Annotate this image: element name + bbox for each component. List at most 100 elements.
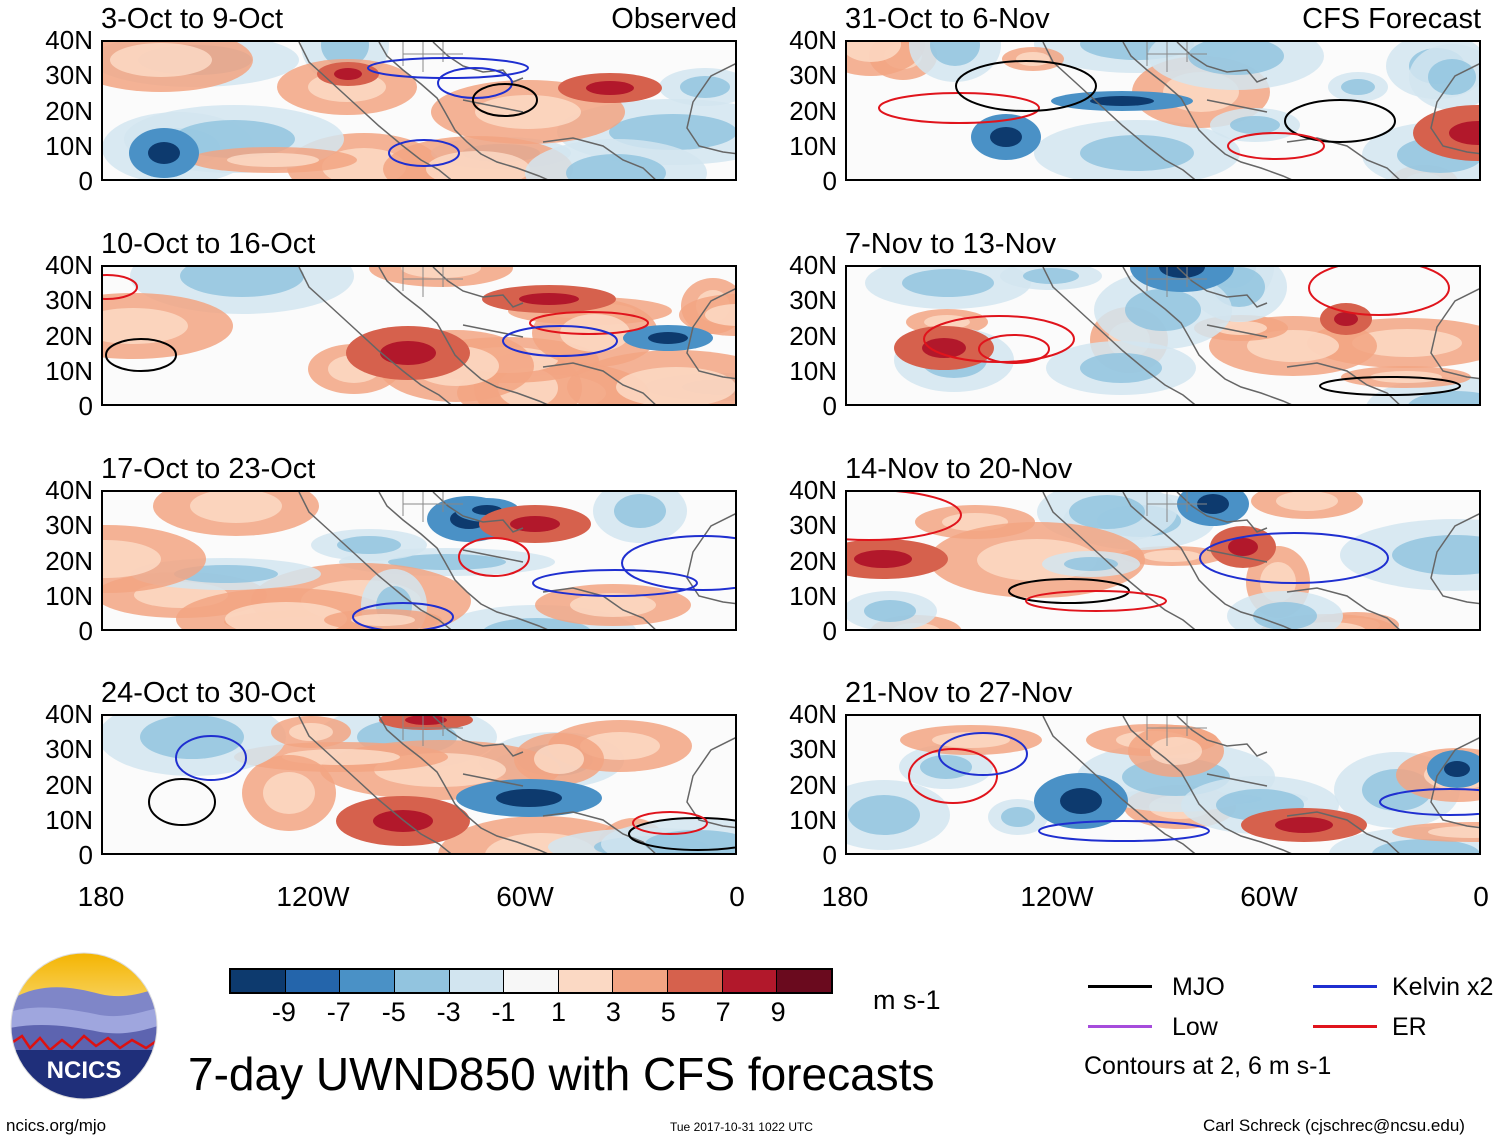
colorbar-tick-label: 7 (715, 997, 731, 1027)
colorbar-tick-label: -5 (381, 997, 406, 1027)
map-panel (845, 40, 1481, 181)
lat-label: 20N (789, 95, 837, 126)
panel-title: 3-Oct to 9-Oct (101, 3, 284, 35)
lon-label: 60W (496, 881, 554, 912)
legend-low-label: Low (1172, 1013, 1218, 1041)
main-title: 7-day UWND850 with CFS forecasts (188, 1048, 935, 1100)
panel-title: 7-Nov to 13-Nov (845, 228, 1057, 260)
colorbar-tick-label: 5 (660, 997, 676, 1027)
lat-label: 0 (822, 616, 837, 646)
colorbar (229, 968, 833, 994)
lat-label: 0 (822, 840, 837, 870)
legend-low-line (1088, 1025, 1152, 1028)
ncics-logo: NCICS (10, 952, 158, 1100)
lat-label: 40N (789, 475, 837, 505)
map-panel (101, 265, 737, 406)
lon-label: 0 (729, 881, 745, 912)
lat-label: 20N (45, 320, 93, 351)
colorbar-tick-label: -7 (326, 997, 351, 1027)
lat-label: 40N (789, 250, 837, 280)
lat-label: 10N (45, 804, 93, 835)
lon-label: 180 (821, 881, 869, 912)
lat-label: 40N (45, 25, 93, 55)
legend-contours-note: Contours at 2, 6 m s-1 (1084, 1052, 1332, 1080)
colorbar-tick-label: 1 (550, 997, 566, 1027)
lat-label: 10N (45, 580, 93, 611)
lon-label: 0 (1473, 881, 1489, 912)
map-panel (845, 265, 1481, 406)
lat-label: 20N (45, 769, 93, 800)
panel-title: 31-Oct to 6-Nov (845, 3, 1050, 35)
lat-label: 30N (45, 60, 93, 91)
colorbar-tick-label: -3 (436, 997, 461, 1027)
legend-kelvin-label: Kelvin x2 (1392, 973, 1494, 1001)
panel-title: 21-Nov to 27-Nov (845, 677, 1073, 709)
panel-title: 14-Nov to 20-Nov (845, 453, 1073, 485)
lat-label: 20N (789, 545, 837, 576)
panel-title: 17-Oct to 23-Oct (101, 453, 316, 485)
lat-label: 0 (78, 616, 93, 646)
colorbar-tick-label: 9 (770, 997, 786, 1027)
lat-label: 10N (789, 580, 837, 611)
map-panel (845, 490, 1481, 631)
lat-label: 20N (789, 320, 837, 351)
panel-corner-label: Observed (611, 3, 737, 35)
lat-label: 30N (45, 510, 93, 541)
panel-title: 10-Oct to 16-Oct (101, 228, 316, 260)
footer-link[interactable]: ncics.org/mjo (6, 1116, 107, 1135)
lat-label: 30N (45, 734, 93, 765)
lat-label: 0 (78, 166, 93, 196)
lat-label: 20N (45, 95, 93, 126)
lat-label: 10N (789, 804, 837, 835)
colorbar-tick-label: 3 (605, 997, 621, 1027)
colorbar-tick-label: -9 (271, 997, 296, 1027)
panel-title: 24-Oct to 30-Oct (101, 677, 316, 709)
legend-er-label: ER (1392, 1013, 1427, 1041)
lat-label: 40N (45, 250, 93, 280)
legend-mjo-line (1088, 985, 1152, 988)
lat-label: 30N (789, 60, 837, 91)
lat-label: 30N (789, 285, 837, 316)
map-panel (845, 714, 1481, 855)
lon-label: 120W (276, 881, 350, 912)
colorbar-segment (722, 970, 778, 992)
lon-label: 180 (77, 881, 125, 912)
lat-label: 40N (45, 699, 93, 729)
lat-label: 10N (789, 355, 837, 386)
footer-timestamp: Tue 2017-10-31 1022 UTC (670, 1120, 813, 1134)
lon-label: 60W (1240, 881, 1298, 912)
map-panel (101, 40, 737, 181)
colorbar-segment (558, 970, 614, 992)
lat-label: 20N (45, 545, 93, 576)
lat-label: 20N (789, 769, 837, 800)
panel-corner-label: CFS Forecast (1302, 3, 1481, 35)
colorbar-segment (449, 970, 505, 992)
lat-label: 40N (789, 699, 837, 729)
map-panel (101, 490, 737, 631)
legend-mjo-label: MJO (1172, 973, 1225, 1001)
lat-label: 40N (45, 475, 93, 505)
lat-label: 0 (78, 840, 93, 870)
colorbar-segment (613, 970, 669, 992)
lat-label: 0 (822, 391, 837, 421)
logo-text: NCICS (47, 1057, 122, 1084)
footer-author: Carl Schreck (cjschrec@ncsu.edu) (1203, 1116, 1465, 1135)
colorbar-segment (231, 970, 286, 992)
map-panel (101, 714, 737, 855)
lat-label: 0 (822, 166, 837, 196)
lat-label: 0 (78, 391, 93, 421)
lat-label: 40N (789, 25, 837, 55)
colorbar-tick-label: -1 (491, 997, 516, 1027)
lat-label: 10N (45, 355, 93, 386)
legend-kelvin-line (1313, 985, 1377, 988)
lat-label: 30N (789, 734, 837, 765)
lat-label: 30N (789, 510, 837, 541)
lon-label: 120W (1020, 881, 1094, 912)
colorbar-segment (668, 970, 723, 992)
colorbar-unit: m s-1 (873, 985, 941, 1015)
colorbar-segment (340, 970, 395, 992)
colorbar-segment (285, 970, 341, 992)
colorbar-segment (777, 970, 832, 992)
legend-er-line (1313, 1025, 1377, 1028)
lat-label: 10N (789, 130, 837, 161)
